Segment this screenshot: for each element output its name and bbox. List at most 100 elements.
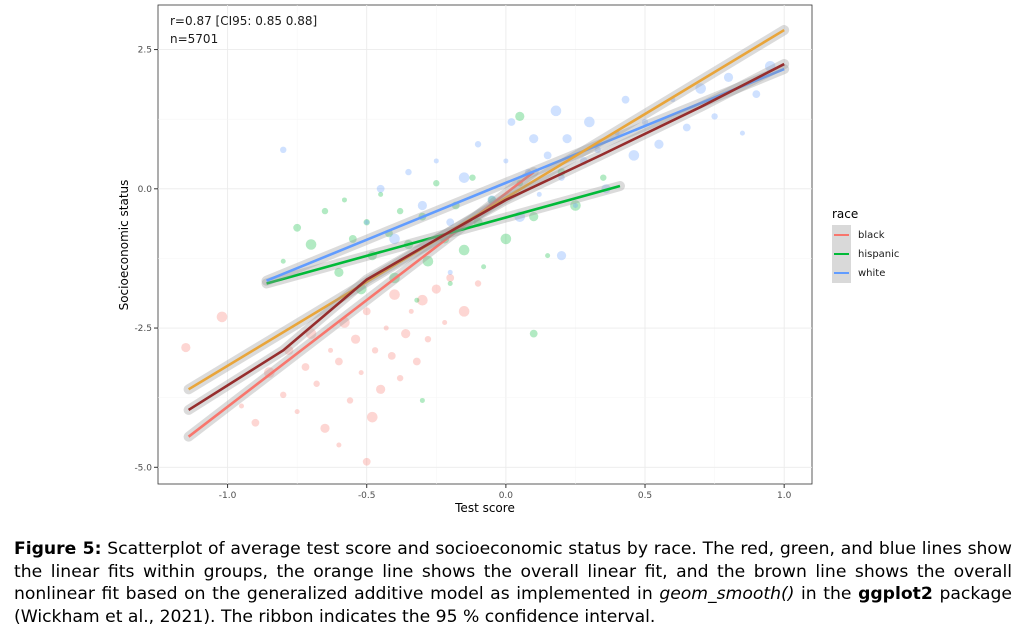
point-white — [682, 123, 691, 132]
point-hispanic — [348, 235, 357, 243]
point-white — [695, 83, 706, 94]
point-black — [280, 391, 287, 399]
point-hispanic — [321, 207, 329, 215]
caption-text-2: in the — [794, 584, 859, 604]
point-white — [503, 158, 509, 164]
point-black — [412, 357, 421, 366]
point-hispanic — [529, 212, 539, 222]
point-white — [376, 184, 385, 193]
point-black — [336, 442, 342, 448]
y-tick-label: -2.5 — [134, 324, 152, 334]
x-tick-label: -1.0 — [219, 491, 237, 501]
point-white — [723, 72, 734, 83]
caption-label: Figure 5: — [14, 539, 102, 559]
point-black — [401, 329, 411, 339]
point-black — [251, 418, 260, 427]
x-tick-label: -0.5 — [358, 491, 376, 501]
point-black — [328, 347, 334, 353]
point-white — [536, 191, 542, 197]
point-white — [447, 269, 453, 275]
point-white — [558, 174, 565, 181]
point-white — [364, 219, 370, 225]
point-black — [362, 307, 371, 316]
point-black — [431, 284, 441, 294]
point-white — [389, 233, 400, 245]
caption-text-1: Scatterplot of average test score and so… — [14, 539, 1012, 604]
point-black — [458, 306, 470, 317]
point-black — [474, 280, 482, 287]
axis-ticks: -1.0 -0.5 0.0 0.5 1.0 -5.0 -2.5 0.0 2.5 — [134, 46, 791, 501]
point-hispanic — [515, 111, 525, 121]
point-hispanic — [458, 244, 470, 256]
point-black — [181, 342, 191, 353]
point-black — [294, 409, 300, 415]
point-white — [458, 172, 470, 183]
point-hispanic — [419, 397, 425, 403]
point-black — [362, 457, 371, 466]
point-hispanic — [570, 200, 581, 211]
fit-lines — [183, 25, 790, 442]
gridlines — [158, 5, 812, 484]
point-black — [313, 380, 320, 387]
point-hispanic — [422, 255, 434, 267]
legend-label-hispanic: hispanic — [858, 249, 899, 260]
point-black — [301, 363, 310, 371]
point-hispanic — [600, 174, 607, 181]
y-tick-label: 0.0 — [138, 185, 153, 195]
point-white — [628, 150, 640, 161]
point-hispanic — [378, 191, 384, 197]
point-black — [358, 370, 364, 376]
overall-gam-fit-line — [187, 62, 785, 412]
point-black — [366, 411, 378, 423]
point-black — [305, 328, 317, 339]
point-white — [529, 134, 539, 144]
plot-panel — [157, 4, 813, 485]
point-white — [433, 158, 439, 164]
point-white — [446, 218, 455, 227]
point-white — [621, 95, 630, 104]
point-black — [371, 347, 379, 354]
point-white — [572, 203, 578, 209]
y-tick-label: 2.5 — [138, 46, 152, 56]
legend: race black hispanic white — [832, 207, 899, 283]
point-white — [556, 251, 567, 261]
point-hispanic — [305, 239, 317, 250]
point-black — [446, 274, 455, 282]
point-white — [654, 139, 664, 149]
caption-code: geom_smooth() — [659, 584, 795, 604]
point-hispanic — [363, 219, 370, 226]
point-white — [594, 146, 601, 154]
point-hispanic — [433, 180, 440, 187]
point-black — [383, 325, 389, 331]
point-white — [507, 118, 516, 126]
point-black — [238, 403, 244, 409]
point-black — [408, 308, 414, 314]
point-hispanic — [469, 174, 476, 181]
fit-line-white — [266, 67, 785, 282]
point-black — [350, 334, 361, 344]
point-black — [442, 319, 448, 325]
point-white — [641, 118, 649, 126]
point-white — [543, 151, 552, 160]
point-white — [562, 134, 572, 144]
point-black — [396, 374, 404, 382]
point-black — [334, 357, 343, 366]
point-hispanic — [280, 258, 286, 264]
point-hispanic — [481, 264, 487, 270]
point-white — [280, 146, 287, 154]
y-tick-label: -5.0 — [134, 463, 152, 473]
scatter-chart: -1.0 -0.5 0.0 0.5 1.0 -5.0 -2.5 0.0 2.5 r=0.87 [… — [117, 4, 899, 515]
point-black — [216, 311, 228, 323]
point-hispanic — [341, 197, 347, 203]
x-axis-title: Test score — [454, 501, 515, 515]
caption-text-3: package (Wickham et al., 2021). The ribb… — [14, 584, 1013, 627]
x-tick-label: 1.0 — [777, 491, 792, 501]
point-hispanic — [334, 267, 344, 277]
point-white — [405, 168, 412, 176]
legend-title: race — [832, 207, 858, 221]
point-black — [387, 351, 396, 360]
annotation-n: n=5701 — [170, 32, 218, 46]
point-white — [739, 130, 745, 136]
point-hispanic — [500, 233, 512, 245]
point-black — [417, 294, 428, 306]
